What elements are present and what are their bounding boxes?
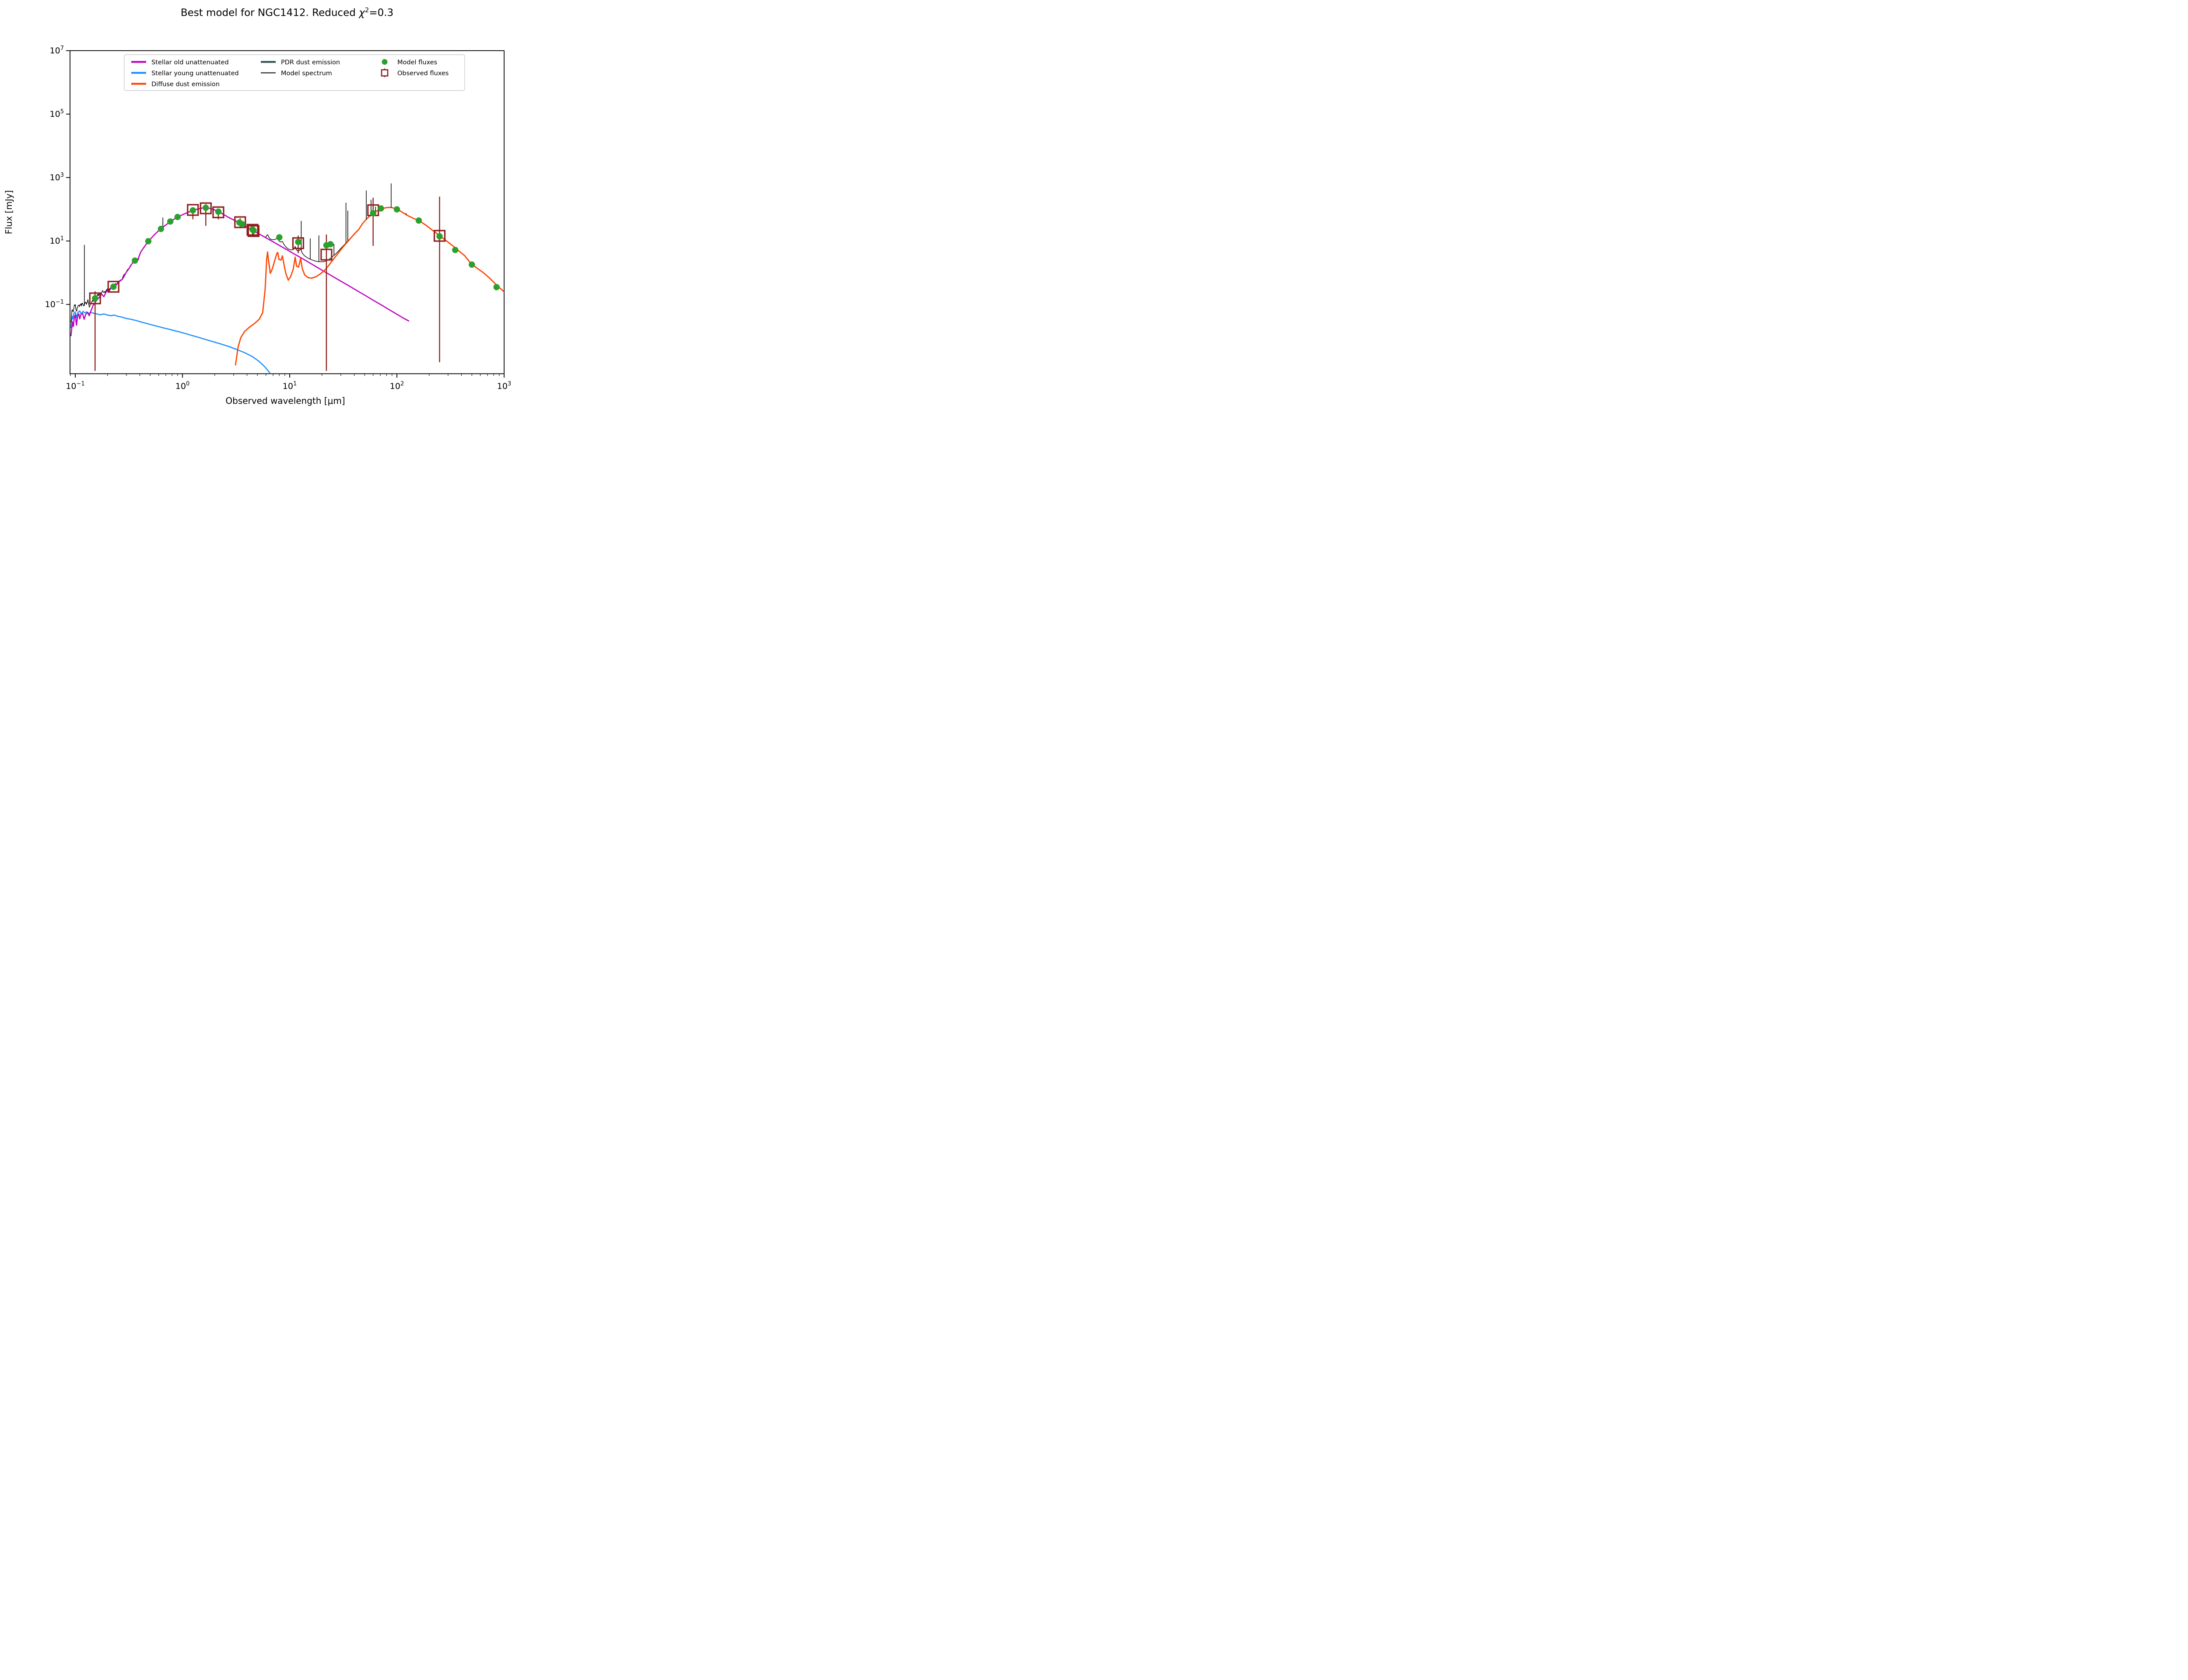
legend-label-observed-fluxes: Observed fluxes xyxy=(397,70,449,77)
observed-fluxes xyxy=(89,196,446,371)
legend-label-stellar-young: Stellar young unattenuated xyxy=(151,70,239,77)
model-flux-point xyxy=(174,214,181,220)
model-flux-point xyxy=(92,295,98,302)
model-flux-point xyxy=(378,205,384,212)
legend-item-model-spectrum: Model spectrum xyxy=(261,70,332,77)
x-tick-label: 10−1 xyxy=(66,381,84,391)
y-tick-label: 103 xyxy=(50,172,64,182)
legend-label-stellar-old: Stellar old unattenuated xyxy=(151,59,229,66)
model-flux-point xyxy=(250,227,257,234)
x-tick-label: 102 xyxy=(390,381,404,391)
model-flux-point xyxy=(132,257,138,264)
legend-item-observed-fluxes: Observed fluxes xyxy=(381,68,449,77)
chi-symbol: χ xyxy=(359,7,365,19)
model-flux-point xyxy=(493,284,500,290)
model-flux-point xyxy=(203,204,209,211)
model-flux-point xyxy=(469,261,475,268)
model-flux-point xyxy=(110,284,117,290)
observed-flux-marker xyxy=(89,292,101,304)
observed-flux-marker xyxy=(212,206,224,218)
model-flux-point xyxy=(189,207,196,214)
model-flux-point xyxy=(167,218,174,225)
legend-item-pdr-dust: PDR dust emission xyxy=(261,59,340,66)
observed-flux-marker xyxy=(200,202,212,214)
x-axis: 10−1 100 101 102 103 xyxy=(66,374,511,391)
model-flux-point xyxy=(436,233,443,240)
legend-label-pdr-dust: PDR dust emission xyxy=(281,59,340,66)
y-tick-label: 107 xyxy=(50,45,64,56)
legend-box: Stellar old unattenuated Stellar young un… xyxy=(124,54,465,91)
model-fluxes xyxy=(92,204,500,302)
y-tick-label: 101 xyxy=(50,235,64,246)
sed-figure: 10−1 100 101 102 103 107 105 103 101 10−1 Stellar … xyxy=(0,0,560,420)
legend-item-model-fluxes: Model fluxes xyxy=(382,59,437,66)
model-flux-point xyxy=(215,208,222,215)
plot-border xyxy=(70,50,505,374)
observed-flux-marker xyxy=(433,230,446,242)
plot-title: Best model for NGC1412. Reduced χ2=0.3 xyxy=(180,6,394,19)
legend-label-model-spectrum: Model spectrum xyxy=(281,70,332,77)
model-flux-point xyxy=(452,247,459,253)
legend-frame xyxy=(124,54,465,91)
x-axis-label: Observed wavelength [μm] xyxy=(225,396,345,406)
model-flux-point xyxy=(295,238,302,245)
y-axis-label: Flux [mJy] xyxy=(4,190,14,234)
model-flux-point xyxy=(370,210,376,217)
legend-item-diffuse-dust: Diffuse dust emission xyxy=(131,81,220,88)
legend-item-stellar-young: Stellar young unattenuated xyxy=(131,70,239,77)
sed-plot-svg: 10−1 100 101 102 103 107 105 103 101 10−1 Stellar … xyxy=(45,45,512,391)
model-flux-point xyxy=(415,217,422,224)
observed-flux-marker xyxy=(292,237,304,249)
y-tick-label: 10−1 xyxy=(45,299,64,309)
curve-diffuse-dust-emission xyxy=(235,206,504,366)
y-axis: 107 105 103 101 10−1 xyxy=(45,45,70,309)
model-flux-point xyxy=(393,206,400,213)
legend-label-diffuse-dust: Diffuse dust emission xyxy=(151,81,220,88)
legend-item-stellar-old: Stellar old unattenuated xyxy=(131,59,229,66)
legend-swatch-model-fluxes xyxy=(382,59,388,65)
observed-flux-marker xyxy=(187,204,199,216)
model-flux-point xyxy=(145,238,152,245)
model-flux-point xyxy=(276,234,283,241)
observed-flux-marker xyxy=(107,280,119,293)
observed-flux-marker xyxy=(320,248,333,261)
model-flux-point xyxy=(239,221,245,228)
x-tick-label: 103 xyxy=(497,381,511,391)
observed-flux-marker xyxy=(246,224,259,236)
model-flux-point xyxy=(327,241,334,248)
x-tick-label: 101 xyxy=(283,381,297,391)
observed-flux-marker xyxy=(234,216,246,228)
x-tick-label: 100 xyxy=(175,381,189,391)
legend-label-model-fluxes: Model fluxes xyxy=(397,59,437,66)
legend-swatch-observed-fluxes xyxy=(381,69,389,77)
observed-flux-marker xyxy=(247,225,259,237)
model-flux-point xyxy=(158,225,165,232)
y-tick-label: 105 xyxy=(50,108,64,119)
